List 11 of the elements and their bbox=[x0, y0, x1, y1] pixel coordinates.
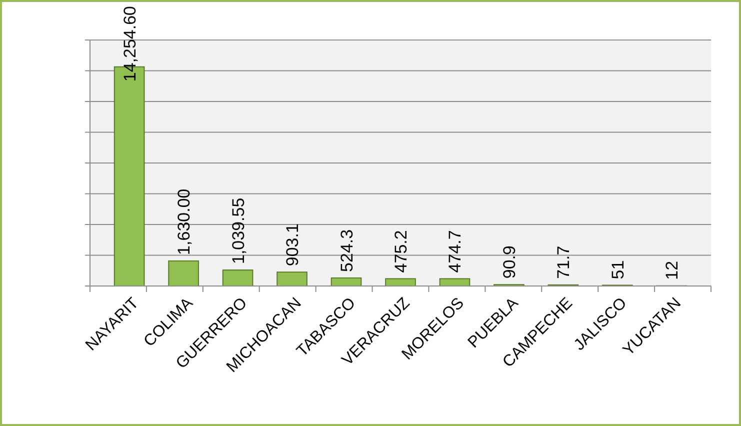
data-label: 14,254.60 bbox=[120, 6, 140, 82]
data-label: 51 bbox=[608, 260, 628, 280]
data-label: 71.7 bbox=[554, 246, 574, 279]
data-label: 474.7 bbox=[446, 230, 465, 273]
data-label: 1,039.55 bbox=[228, 198, 248, 264]
data-label: 90.9 bbox=[500, 246, 519, 279]
data-label: 903.1 bbox=[283, 224, 302, 266]
data-label: 475.2 bbox=[392, 230, 410, 273]
data-label: 12 bbox=[662, 260, 682, 280]
data-label: 524.3 bbox=[337, 229, 356, 272]
data-label: 1,630.00 bbox=[174, 188, 194, 255]
